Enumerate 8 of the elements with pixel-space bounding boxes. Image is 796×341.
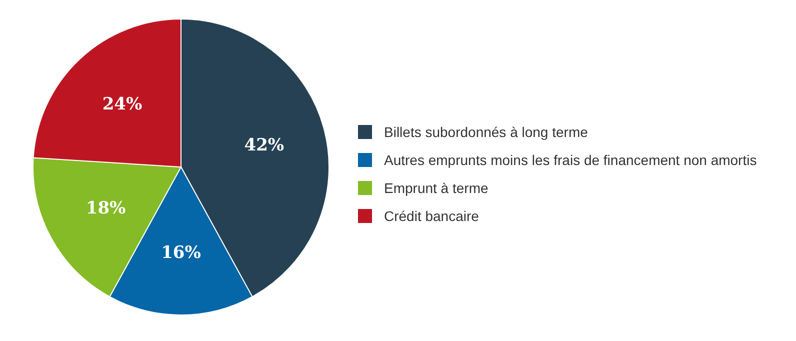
data-label: 16% [161, 242, 201, 263]
legend-label: Autres emprunts moins les frais de financement non amortis [384, 152, 757, 168]
data-label: 18% [86, 198, 126, 218]
legend-label: Crédit bancaire [384, 208, 479, 224]
data-label: 24% [102, 94, 142, 114]
legend-label: Emprunt à terme [384, 180, 488, 196]
legend-label: Billets subordonnés à long terme [384, 124, 588, 140]
data-label: 42% [244, 136, 284, 156]
